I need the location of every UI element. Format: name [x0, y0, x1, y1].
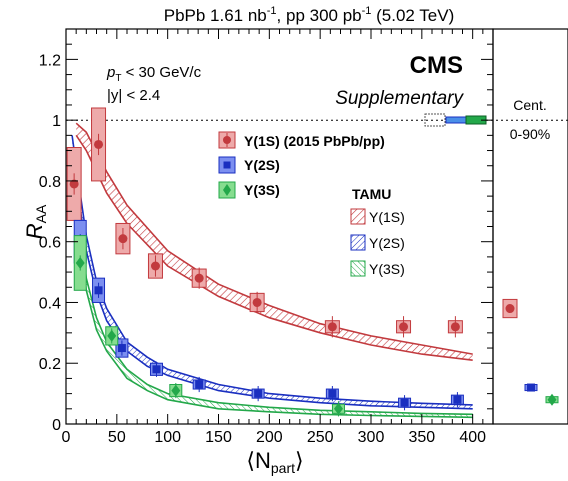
legend-label-ups1s: Υ(1S) (2015 PbPb/pp) — [244, 133, 385, 149]
model-legend-entry-ups1s: Υ(1S) — [350, 208, 405, 225]
cms-label: CMS — [410, 52, 463, 79]
global-uncertainty-box-ups2s — [445, 116, 467, 124]
model-swatch-ups3s — [350, 260, 366, 277]
data-point-ups3s — [75, 256, 85, 269]
tamu-band-ups2s — [72, 135, 473, 409]
x-tick-label: 50 — [108, 429, 126, 446]
data-point-ups2s — [400, 398, 409, 407]
y-tick-label: 1.2 — [39, 52, 61, 69]
legend-entry-ups3s: Υ(3S) — [218, 181, 280, 199]
legend-label-ups3s: Υ(3S) — [244, 182, 280, 198]
legend-entry-ups1s: Υ(1S) (2015 PbPb/pp) — [218, 131, 385, 149]
legend-label-ups2s: Υ(2S) — [244, 157, 280, 173]
integrated-point-ups3s — [547, 393, 557, 406]
data-legend: Υ(1S) (2015 PbPb/pp) Υ(2S) Υ(3S) — [218, 131, 385, 199]
pt-cut-label: pT < 30 GeV/c — [106, 64, 202, 84]
model-label-ups2s: Υ(2S) — [369, 235, 405, 251]
data-point-ups1s — [69, 179, 79, 189]
y-tick-label: 1 — [52, 113, 61, 130]
y-axis-label: RAA — [22, 204, 49, 239]
data-point-ups3s — [333, 402, 343, 415]
x-tick-label: 400 — [459, 429, 486, 446]
centrality-range-label: 0-90% — [510, 126, 550, 142]
data-point-ups2s — [328, 389, 337, 398]
x-tick-label: 300 — [358, 429, 385, 446]
data-point-ups1s — [450, 322, 460, 332]
data-point-ups2s — [195, 380, 204, 389]
tamu-band-ups3s-lower-edge — [71, 165, 473, 419]
x-tick-label: 0 — [62, 429, 71, 446]
y-tick-label: 0.2 — [39, 356, 61, 373]
legend-marker-ups2s — [223, 161, 231, 169]
y-tick-label: 0.4 — [39, 295, 61, 312]
model-legend-entry-ups3s: Υ(3S) — [350, 260, 405, 277]
rapidity-cut-label: |y| < 2.4 — [107, 87, 160, 104]
x-tick-label: 250 — [307, 429, 334, 446]
data-point-ups1s — [150, 261, 160, 271]
data-point-ups2s — [94, 286, 103, 295]
centrality-label: Cent. — [513, 97, 546, 113]
data-point-ups1s — [94, 139, 104, 149]
x-tick-label: 350 — [408, 429, 435, 446]
model-legend-entry-ups2s: Υ(2S) — [350, 234, 405, 251]
model-label-ups1s: Υ(1S) — [369, 209, 405, 225]
integrated-point-ups1s — [505, 304, 515, 314]
supplementary-label: Supplementary — [335, 88, 464, 109]
tamu-band-ups1s — [76, 123, 473, 361]
data-point-ups1s — [118, 234, 128, 244]
data-point-ups2s — [152, 365, 161, 374]
model-legend: TAMU Υ(1S) Υ(2S) Υ(3S) — [350, 186, 405, 277]
data-point-ups2s — [117, 344, 126, 353]
data-point-ups2s — [254, 389, 263, 398]
data-point-ups3s — [171, 384, 181, 397]
data-point-ups1s — [194, 273, 204, 283]
data-point-ups1s — [399, 322, 409, 332]
data-point-ups2s — [453, 395, 462, 404]
tamu-band-ups2s-upper-edge — [71, 135, 473, 406]
figure-title: PbPb 1.61 nb-1, pp 300 pb-1 (5.02 TeV) — [164, 5, 455, 25]
x-tick-label: 200 — [256, 429, 283, 446]
y-tick-label: 0.6 — [39, 235, 61, 252]
data-point-ups1s — [327, 322, 337, 332]
y-tick-label: 0.8 — [39, 174, 61, 191]
tamu-band-ups3s-upper-edge — [71, 150, 473, 416]
data-point-ups1s — [252, 297, 262, 307]
legend-entry-ups2s: Υ(2S) — [218, 156, 280, 174]
x-axis-label: ⟨Npart⟩ — [246, 448, 303, 476]
model-legend-title: TAMU — [352, 186, 391, 202]
model-swatch-ups2s — [350, 234, 366, 251]
global-uncertainty-box-ups1s — [424, 113, 446, 127]
y-tick-label: 0 — [52, 417, 61, 434]
data-point-ups3s — [107, 329, 117, 342]
model-swatch-ups1s — [350, 208, 366, 225]
x-tick-label: 150 — [205, 429, 232, 446]
model-label-ups3s: Υ(3S) — [369, 261, 405, 277]
x-tick-label: 100 — [154, 429, 181, 446]
integrated-point-ups2s — [527, 383, 535, 392]
legend-marker-ups3s — [223, 184, 231, 196]
integrated-frame — [492, 28, 568, 425]
